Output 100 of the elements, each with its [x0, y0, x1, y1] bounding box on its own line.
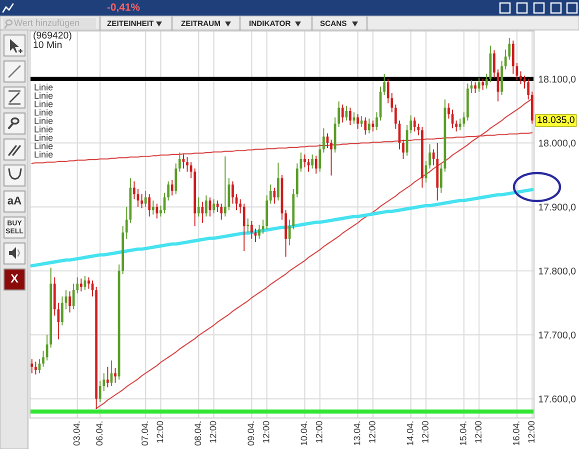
text: -0,41%	[107, 3, 140, 12]
candlestick	[258, 224, 260, 240]
x-tick-label: 13.04.	[354, 422, 360, 446]
x-tick-label: 12:00	[156, 421, 164, 443]
candlestick	[318, 144, 322, 172]
candlestick	[133, 180, 136, 200]
annotation: Linie	[34, 126, 53, 132]
annotation: Linie	[34, 100, 53, 108]
candlestick	[390, 92, 394, 113]
candlestick	[250, 220, 253, 240]
candlestick	[205, 194, 208, 217]
candlestick	[167, 180, 170, 201]
candlestick	[341, 104, 344, 123]
candlestick	[394, 104, 397, 130]
candlestick	[368, 118, 370, 134]
candlestick	[311, 154, 314, 170]
candlestick	[455, 120, 458, 132]
candlestick	[376, 112, 378, 131]
x-tick-label: 16.04.	[512, 422, 520, 446]
candlestick	[114, 368, 116, 384]
candlestick	[262, 219, 264, 234]
annotation: Linie	[34, 142, 53, 150]
candlestick	[34, 361, 37, 375]
candlestick	[144, 190, 147, 208]
candlestick	[288, 219, 291, 246]
y-tick-label: 17.900,0	[538, 204, 576, 212]
candlestick	[61, 296, 64, 326]
annotation: Linie	[34, 92, 53, 99]
x-tick-label: 12:00	[210, 421, 216, 443]
text: X	[10, 274, 18, 283]
candlestick	[88, 276, 90, 290]
candlestick	[239, 198, 242, 214]
x-tick-label: 12:00	[262, 421, 270, 443]
candlestick	[349, 107, 352, 126]
candlestick	[277, 162, 280, 201]
x-tick-label: 10.04.	[300, 422, 308, 446]
candlestick	[508, 38, 511, 60]
candlestick	[410, 114, 412, 134]
annotation: Linie	[34, 117, 53, 124]
candlestick	[273, 187, 276, 204]
x-tick-label: 08.04.	[194, 422, 202, 446]
candlestick	[386, 78, 390, 104]
candlestick	[474, 82, 476, 94]
candlestick	[216, 200, 219, 213]
candlestick	[186, 156, 188, 172]
x-tick-label: 12:00	[422, 421, 428, 443]
x-tick-label: 12:00	[528, 421, 535, 443]
candlestick	[232, 180, 234, 204]
candlestick	[304, 154, 306, 168]
candlestick	[512, 40, 514, 74]
x-tick-label: 12:00	[475, 421, 482, 443]
candlestick	[174, 162, 178, 195]
candlestick	[72, 283, 75, 310]
x-tick-label: 09.04.	[248, 422, 254, 446]
candlestick	[432, 148, 435, 166]
candlestick	[520, 70, 522, 85]
candlestick	[360, 116, 363, 128]
y-tick-label: 17.600,0	[538, 396, 576, 404]
candlestick	[68, 290, 71, 313]
candlestick	[197, 196, 200, 217]
candlestick	[448, 102, 450, 120]
y-tick-label: 18.100,0	[538, 76, 576, 84]
candlestick	[152, 200, 154, 216]
candlestick	[201, 201, 204, 224]
candlestick	[57, 302, 60, 340]
candlestick	[493, 50, 496, 78]
candlestick	[242, 203, 246, 252]
x-tick-label: 14.04.	[406, 422, 414, 446]
annotation: Linie	[34, 108, 53, 116]
x-tick-label: 12:00	[368, 421, 376, 443]
candlestick	[330, 139, 332, 176]
candlestick	[212, 198, 215, 214]
candlestick	[80, 278, 82, 292]
candlestick	[322, 128, 325, 154]
candlestick	[314, 155, 318, 174]
x-tick-label: 12:00	[316, 421, 322, 443]
text: aA	[8, 196, 22, 204]
annotation: Linie	[34, 150, 53, 158]
candlestick	[338, 100, 340, 128]
candlestick	[307, 158, 310, 172]
line-series	[30, 188, 534, 268]
candlestick	[440, 162, 442, 194]
annotation: Linie	[34, 84, 53, 90]
candlestick	[485, 73, 488, 90]
text: 18.035,0	[538, 116, 574, 124]
chart-title: (969420)	[34, 31, 72, 41]
candlestick	[462, 112, 466, 128]
candlestick	[402, 139, 404, 160]
x-tick-label: 15.04.	[460, 422, 466, 446]
x-tick-label: 06.04.	[96, 422, 103, 446]
y-tick-label: 17.800,0	[538, 268, 576, 276]
candlestick	[482, 78, 484, 90]
text: Wert hinzufügen	[14, 19, 79, 28]
y-tick-label: 18.000,0	[538, 140, 576, 148]
candlestick	[98, 380, 102, 402]
text: 10 Min	[34, 40, 62, 48]
annotation: Linie	[34, 134, 53, 141]
candlestick	[30, 358, 34, 374]
candlestick	[140, 194, 143, 209]
candlestick	[170, 180, 174, 196]
